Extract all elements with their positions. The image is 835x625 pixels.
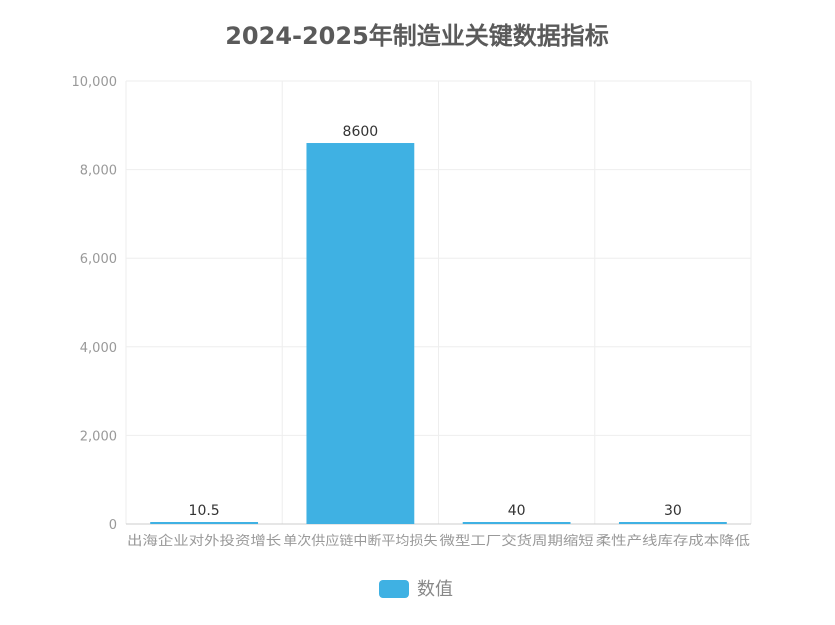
bar[interactable] [618,522,727,524]
bar-value-label: 40 [508,503,526,519]
y-tick-label: 6,000 [80,252,117,267]
y-tick-label: 10,000 [72,75,118,90]
y-tick-label: 0 [109,518,117,533]
legend-label: 数值 [417,579,453,600]
data-labels: 10.5 8600 40 30 [189,124,682,519]
x-tick-label: 出海企业对外投资增长 [127,533,281,549]
bar[interactable] [306,143,415,524]
bar-value-label: 8600 [343,124,379,140]
legend-swatch [379,580,409,598]
x-tick-label: 柔性产线库存成本降低 [596,533,750,549]
bars [150,143,727,524]
bar-value-label: 30 [664,503,682,519]
axes: 0 2,000 4,000 6,000 8,000 10,000 出海企业对外投资增长 单次供… [72,75,751,549]
y-tick-label: 2,000 [80,429,117,444]
x-tick-label: 单次供应链中断平均损失 [283,533,437,549]
bar-value-label: 10.5 [189,503,220,519]
y-tick-label: 4,000 [80,341,117,356]
bar[interactable] [150,522,259,524]
x-tick-label: 微型工厂交货周期缩短 [440,533,594,549]
grid [125,80,752,524]
chart-title: 2024-2025年制造业关键数据指标 [225,22,609,50]
y-tick-label: 8,000 [80,164,117,179]
bar[interactable] [462,522,571,524]
legend[interactable]: 数值 [379,579,453,600]
